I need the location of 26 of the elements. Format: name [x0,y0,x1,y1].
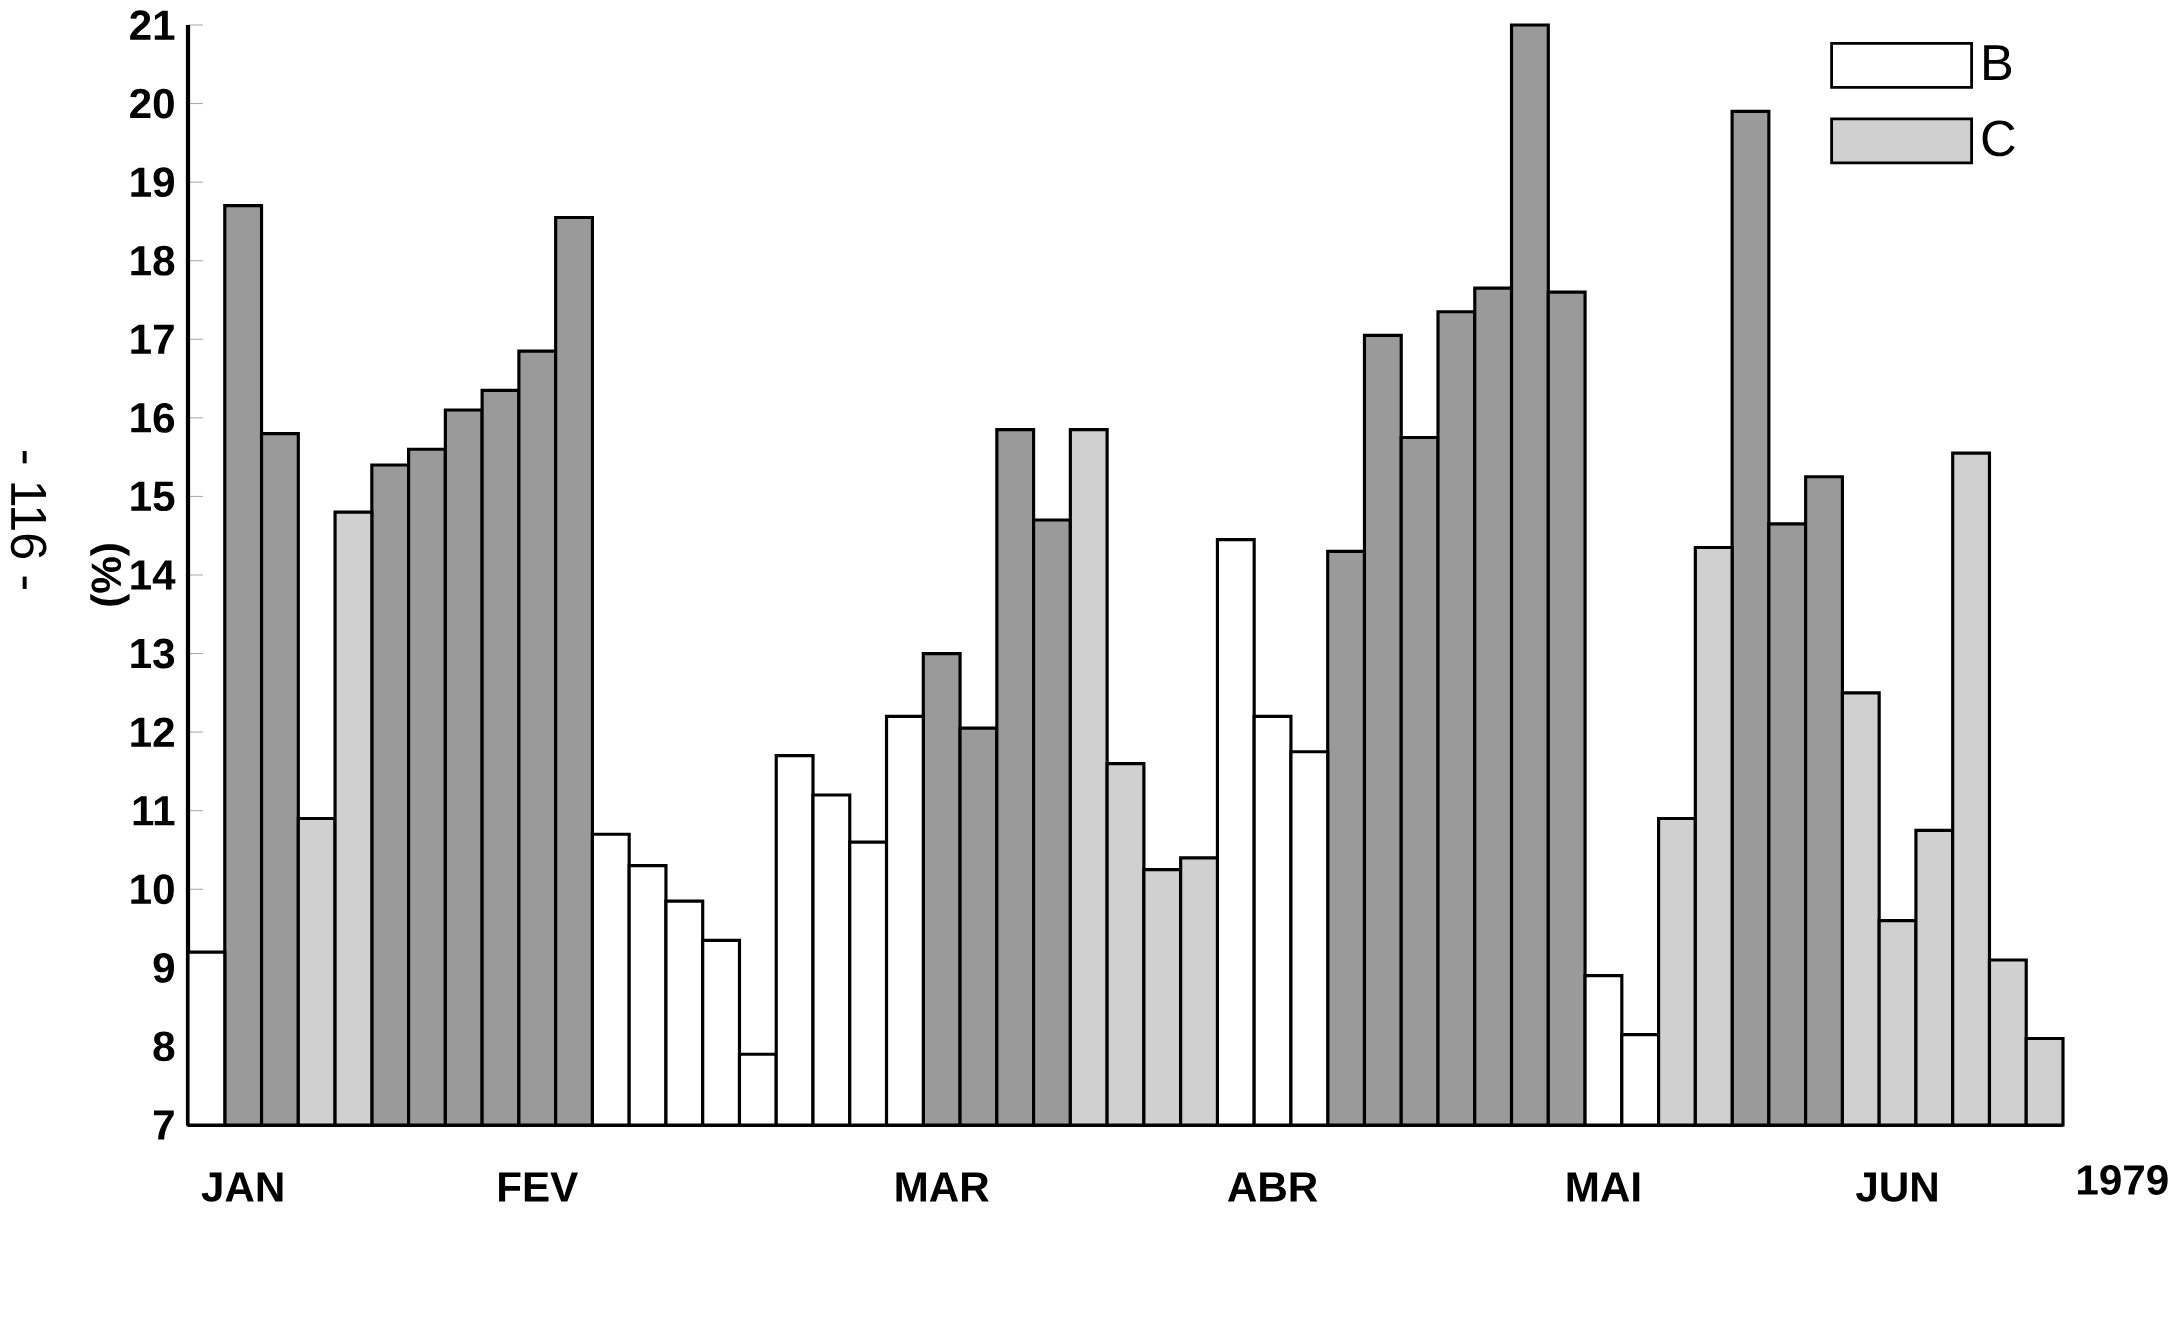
y-tick-label: 17 [131,324,174,354]
x-tick-label: JUN [1856,1172,1937,1202]
x-tick-label: ABR [1227,1172,1318,1202]
y-tick-label: 11 [133,796,175,826]
y-tick-label: 14 [131,560,176,590]
y-tick-label: 16 [131,402,175,433]
y-tick-label: 7 [153,1110,174,1140]
y-tick-label: 15 [131,481,175,512]
y-tick-label: 9 [153,952,175,983]
x-tick-label: MAR [896,1172,989,1202]
text: - 116 - [10,450,47,589]
y-tick-label: 21 [130,10,175,40]
x-tick-label: MAI [1567,1172,1640,1202]
legend-label: B [1984,45,2012,81]
legend-label: C [1982,120,2015,157]
y-tick-label: 13 [131,638,175,669]
y-tick-label: 19 [131,167,175,198]
x-tick-label: JAN [201,1172,283,1202]
y-tick-label: 10 [131,874,174,905]
y-tick-label: 12 [131,717,174,747]
text: 1979 [2078,1165,2168,1195]
y-tick-label: 18 [131,245,175,276]
y-axis-title: (%) [90,544,130,606]
x-tick-label: FEV [499,1172,578,1202]
y-tick-label: 20 [130,88,174,119]
y-tick-label: 8 [153,1031,175,1062]
